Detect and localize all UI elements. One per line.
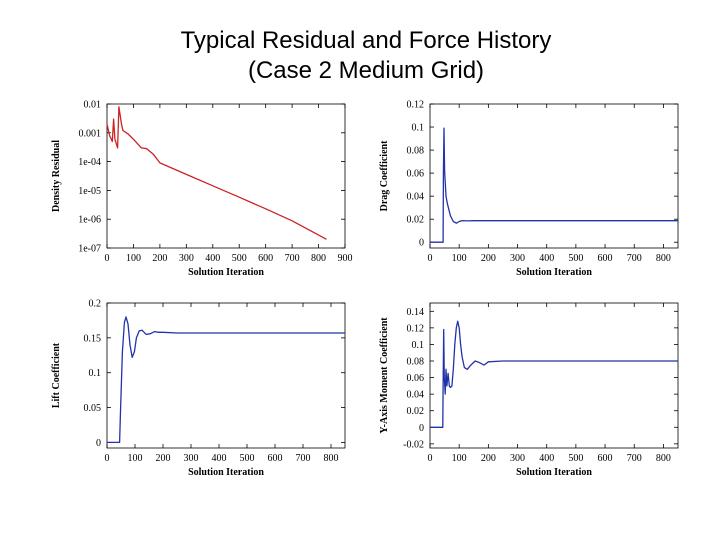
chart-density-residual: 0 100 200 300 400 500 600 700 800 900 0.01 0.001 1e-… <box>51 100 353 279</box>
slide-title: Typical Residual and Force History (Case… <box>0 26 720 86</box>
x-tick-label: 500 <box>568 453 583 464</box>
x-tick-label: 800 <box>656 253 671 264</box>
x-tick-label: 200 <box>481 253 496 264</box>
x-tick-label: 600 <box>598 453 613 464</box>
y-tick-label: 0 <box>96 438 101 449</box>
x-tick-label: 400 <box>212 453 227 464</box>
x-tick-label: 0 <box>428 453 433 464</box>
x-tick-label: 200 <box>156 453 171 464</box>
x-tick-label: 100 <box>126 253 141 264</box>
x-tick-label: 200 <box>481 453 496 464</box>
y-tick-label: 0.1 <box>412 123 425 134</box>
x-tick-label: 500 <box>240 453 255 464</box>
x-tick-label: 300 <box>179 253 194 264</box>
x-tick-label: 200 <box>152 253 167 264</box>
plot-frame <box>106 103 346 249</box>
y-tick-label: 0.08 <box>407 357 425 368</box>
y-axis-label: Drag Coefficient <box>379 140 390 211</box>
y-tick-label: 0.05 <box>84 403 102 414</box>
x-tick-label: 600 <box>268 453 283 464</box>
x-tick-label: 700 <box>285 253 300 264</box>
x-axis-label: Solution Iteration <box>188 467 264 478</box>
y-tick-label: 0.1 <box>89 368 102 379</box>
plot-frame <box>429 302 679 449</box>
x-tick-label: 800 <box>311 253 326 264</box>
y-axis-label: Density Residual <box>51 140 62 212</box>
y-tick-label: 0 <box>419 423 424 434</box>
y-tick-label: 0.14 <box>407 307 425 318</box>
x-tick-label: 100 <box>128 453 143 464</box>
x-tick-label: 600 <box>598 253 613 264</box>
x-tick-label: 700 <box>627 253 642 264</box>
y-tick-label: 0.2 <box>89 299 102 310</box>
plot-frame <box>429 103 679 249</box>
x-tick-label: 300 <box>510 253 525 264</box>
x-tick-label: 300 <box>510 453 525 464</box>
x-tick-label: 400 <box>539 453 554 464</box>
y-tick-label: 0.01 <box>84 100 102 111</box>
title-line-1: Typical Residual and Force History <box>180 27 552 54</box>
y-tick-label: 0.15 <box>84 333 102 344</box>
series-line-CD <box>430 127 678 243</box>
chart-y-axis-moment-coefficient: 0 100 200 300 400 500 600 700 800 0.14 0.12 0.1 0.08… <box>379 302 679 478</box>
y-tick-label: 0.12 <box>407 100 425 111</box>
y-tick-label: 0.02 <box>407 406 425 417</box>
x-tick-label: 700 <box>627 453 642 464</box>
series-line-CL <box>107 316 345 444</box>
y-tick-label: 1e-05 <box>78 186 101 197</box>
x-axis-label: Solution Iteration <box>188 267 264 278</box>
y-tick-label: 1e-07 <box>78 244 101 255</box>
x-tick-label: 100 <box>452 453 467 464</box>
y-tick-label: 0.04 <box>407 192 425 203</box>
chart-lift-coefficient: 0 100 200 300 400 500 600 700 800 0.2 0.15 0.1 0.05 0… <box>51 299 346 478</box>
x-axis-label: Solution Iteration <box>516 467 592 478</box>
y-tick-label: 0.12 <box>407 323 425 334</box>
y-tick-label: 0.06 <box>407 169 425 180</box>
x-tick-label: 0 <box>428 253 433 264</box>
chart-drag-coefficient: 0 100 200 300 400 500 600 700 800 0.12 0.1 0.08 0.06… <box>379 100 679 278</box>
x-tick-label: 400 <box>539 253 554 264</box>
series-line-CMy <box>430 320 678 428</box>
y-tick-label: -0.02 <box>403 439 424 450</box>
y-tick-label: 0.04 <box>407 390 425 401</box>
x-tick-label: 800 <box>324 453 339 464</box>
y-axis-label: Lift Coefficient <box>51 342 62 408</box>
x-tick-label: 500 <box>232 253 247 264</box>
x-tick-label: 900 <box>338 253 353 264</box>
y-tick-label: 0.001 <box>79 128 102 139</box>
x-tick-label: 700 <box>296 453 311 464</box>
x-tick-label: 300 <box>184 453 199 464</box>
x-tick-label: 400 <box>205 253 220 264</box>
x-tick-label: 0 <box>105 253 110 264</box>
x-axis-label: Solution Iteration <box>516 267 592 278</box>
plot-frame <box>106 302 346 449</box>
y-tick-label: 1e-04 <box>78 157 101 168</box>
series-line-residual <box>106 106 327 240</box>
x-tick-label: 500 <box>568 253 583 264</box>
x-tick-label: 600 <box>258 253 273 264</box>
y-tick-label: 0 <box>419 238 424 249</box>
y-tick-label: 0.08 <box>407 146 425 157</box>
x-tick-label: 100 <box>452 253 467 264</box>
y-tick-label: 0.06 <box>407 373 425 384</box>
y-axis-label: Y-Axis Moment Coefficient <box>379 317 390 434</box>
y-tick-label: 1e-06 <box>78 215 101 226</box>
x-tick-label: 0 <box>105 453 110 464</box>
title-line-2: (Case 2 Medium Grid) <box>247 57 485 84</box>
y-tick-label: 0.02 <box>407 215 425 226</box>
x-tick-label: 800 <box>656 453 671 464</box>
y-tick-label: 0.1 <box>412 340 425 351</box>
